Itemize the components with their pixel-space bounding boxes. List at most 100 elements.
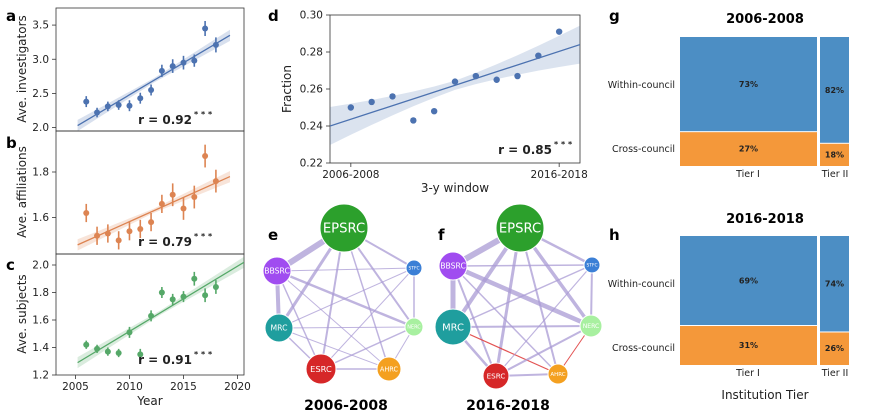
mosaic-cell-cross-h-1 — [680, 326, 817, 365]
edge-e-epsrc-ahrc — [343, 227, 390, 370]
ytick-label-a: 3.5 — [32, 20, 49, 32]
mosaic-title-h: 2016-2018 — [726, 212, 804, 227]
data-point-d — [389, 93, 396, 100]
mosaic-cell-cross-g-1 — [680, 132, 817, 166]
chart-d: 0.22 0.24 0.26 0.28 0.30 2006-2008 2016-2018 F… — [280, 10, 588, 196]
sig-stars-c: * * * — [194, 350, 213, 359]
panel-label-g: g — [609, 7, 620, 25]
edge-f-mrc-stfc — [452, 264, 593, 328]
ytick-label-c: 1.6 — [32, 315, 49, 327]
ytick-label-d: 0.22 — [300, 158, 323, 170]
data-point-c — [137, 351, 144, 358]
data-point-c — [126, 329, 133, 336]
data-point-a — [212, 41, 219, 48]
ytick-label-b: 1.6 — [32, 212, 49, 224]
data-point-a — [83, 98, 90, 105]
data-point-c — [169, 296, 176, 303]
edge-e-mrc-nerc — [278, 326, 415, 329]
data-point-d — [555, 28, 563, 35]
panel-label-e: e — [268, 226, 278, 244]
panel-label-a: a — [6, 7, 16, 25]
ytick-label-d: 0.26 — [300, 84, 324, 96]
mosaic-pct-cross-h-2: 26% — [825, 344, 844, 353]
node-label-e-ahrc: AHRC — [380, 365, 399, 373]
data-point-d — [368, 98, 375, 106]
data-point-b — [202, 153, 209, 160]
node-e-epsrc — [319, 203, 369, 253]
panel-label-c: c — [6, 256, 15, 274]
node-label-e-esrc: ESRC — [310, 364, 332, 374]
node-f-epsrc — [495, 203, 545, 253]
ytick-label-d: 0.30 — [300, 10, 323, 22]
data-point-d — [451, 78, 459, 85]
data-point-a — [191, 57, 198, 64]
data-point-c — [94, 345, 101, 352]
edge-e-bbsrc-esrc — [276, 270, 322, 370]
node-label-e-bbsrc: BBSRC — [264, 267, 290, 276]
ylabel-a: Ave. investigators — [15, 15, 29, 123]
mosaic-pct-within-g-2: 82% — [825, 86, 844, 95]
node-e-mrc — [264, 313, 294, 343]
r-value-c: r = 0.91 — [138, 353, 192, 367]
data-point-a — [180, 59, 187, 66]
network-e: EPSRC BBSRC STFC MRC NERC ESRC AHRC — [262, 203, 424, 385]
ylabel-b: Ave. affiliations — [15, 146, 29, 238]
edge-e-nerc-esrc — [320, 326, 415, 370]
mosaic-pct-within-h-2: 74% — [825, 280, 844, 289]
node-label-e-epsrc: EPSRC — [323, 222, 365, 237]
data-point-c — [158, 289, 165, 296]
xtick-label-c: 2020 — [224, 381, 251, 393]
network-title-e: 2006-2008 — [304, 398, 388, 414]
data-point-a — [137, 95, 144, 102]
data-point-b — [83, 210, 90, 216]
fit-line-d — [330, 43, 580, 127]
sig-stars-a: * * * — [194, 110, 213, 119]
col-label-tier1-h: Tier I — [735, 368, 760, 379]
node-f-nerc — [579, 314, 603, 338]
edge-e-mrc-ahrc — [278, 327, 390, 370]
data-point-b — [115, 237, 122, 244]
row-label-within-h: Within-council — [608, 279, 675, 290]
row-label-cross-h: Cross-council — [612, 343, 675, 354]
ytick-label-a: 2.5 — [32, 88, 49, 100]
col-label-tier2-h: Tier II — [821, 368, 849, 379]
mosaic-cell-within-g-1 — [680, 37, 817, 132]
data-point-d — [514, 72, 521, 80]
data-point-b — [94, 232, 101, 239]
node-label-f-ahrc: AHRC — [550, 372, 565, 378]
data-point-c — [191, 275, 198, 282]
axes-frame-c — [55, 253, 245, 376]
node-f-bbsrc — [438, 251, 468, 281]
xlabel-d: 3-y window — [421, 181, 489, 195]
data-point-a — [94, 109, 101, 116]
xtick-label-c: 2015 — [170, 381, 197, 393]
sig-stars-b: * * * — [194, 232, 213, 241]
mosaic-pct-within-h-1: 69% — [739, 277, 758, 286]
data-point-c — [83, 341, 90, 348]
chart-c: 1.2 1.4 1.6 1.8 2.0 2005 2010 2015 2020 Ave. sub… — [15, 253, 251, 408]
ylabel-d: Fraction — [280, 65, 294, 113]
node-f-mrc — [434, 308, 472, 346]
data-point-a — [148, 87, 155, 93]
data-point-c — [148, 312, 155, 319]
edge-e-bbsrc-ahrc — [276, 270, 390, 370]
edge-e-bbsrc-nerc — [275, 269, 416, 329]
data-point-d — [410, 117, 417, 124]
data-point-d — [430, 108, 438, 115]
node-label-f-stfc: STFC — [586, 263, 597, 269]
data-point-b — [148, 219, 155, 226]
edge-e-stfc-esrc — [320, 267, 415, 370]
ytick-label-b: 1.8 — [32, 167, 49, 179]
edge-f-nerc-esrc — [495, 325, 592, 377]
panel-label-f: f — [438, 226, 445, 244]
mosaic-cell-within-g-2 — [820, 37, 849, 143]
node-f-stfc — [583, 256, 601, 274]
data-point-a — [126, 102, 133, 109]
data-point-c — [180, 293, 187, 300]
network-f: EPSRC BBSRC STFC MRC NERC ESRC AHRC — [434, 203, 603, 390]
data-point-a — [158, 67, 165, 74]
data-point-b — [137, 225, 144, 232]
node-e-stfc — [405, 259, 423, 277]
data-point-a — [169, 63, 176, 70]
panel-label-b: b — [6, 134, 17, 152]
